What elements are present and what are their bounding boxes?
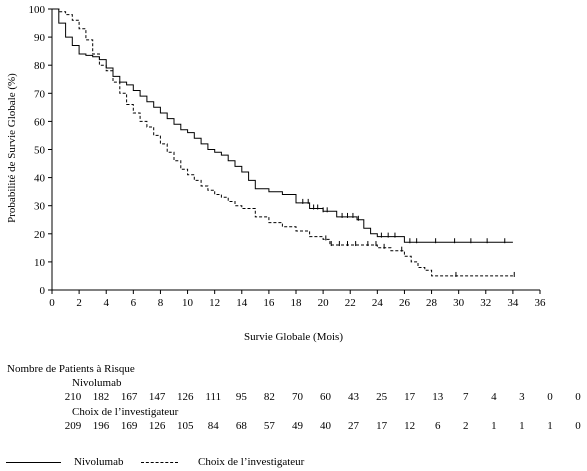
risk-value: 209	[64, 420, 82, 432]
risk-value: 182	[92, 391, 110, 403]
y-tick-label: 60	[34, 116, 46, 128]
x-tick-label: 16	[263, 297, 275, 309]
risk-value: 95	[235, 391, 247, 403]
risk-value: 105	[176, 420, 194, 432]
risk-value: 111	[205, 391, 222, 403]
risk-value: 196	[92, 420, 110, 432]
risk-value: 68	[235, 420, 247, 432]
y-tick-label: 40	[34, 173, 46, 185]
risk-value: 0	[547, 391, 553, 403]
series-line-investigator	[52, 8, 513, 277]
risk-value: 60	[320, 391, 331, 403]
risk-table-title: Nombre de Patients à Risque	[7, 363, 135, 375]
y-tick-label: 100	[29, 4, 46, 16]
y-tick-label: 50	[34, 145, 46, 157]
risk-value: 12	[404, 420, 416, 432]
risk-value: 84	[207, 420, 219, 432]
risk-value: 6	[434, 420, 441, 432]
risk-value: 49	[291, 420, 303, 432]
risk-group-label-nivolumab: Nivolumab	[72, 377, 122, 389]
risk-value: 0	[575, 420, 581, 432]
x-tick-label: 26	[399, 297, 411, 309]
risk-value: 7	[463, 391, 469, 403]
y-tick-label: 70	[34, 88, 46, 100]
risk-value: 169	[120, 420, 138, 432]
risk-value: 82	[263, 391, 275, 403]
x-tick-label: 18	[291, 297, 303, 309]
risk-value: 17	[376, 420, 388, 432]
risk-value: 126	[176, 391, 194, 403]
risk-value: 25	[376, 391, 388, 403]
risk-value: 210	[64, 391, 82, 403]
y-tick-label: 10	[34, 257, 46, 269]
risk-value: 0	[575, 391, 581, 403]
x-tick-label: 28	[426, 297, 438, 309]
y-tick-label: 0	[40, 285, 46, 297]
risk-value: 4	[491, 391, 497, 403]
series-line-nivolumab	[52, 8, 513, 243]
risk-value: 1	[547, 420, 553, 432]
y-tick-label: 90	[34, 32, 46, 44]
legend-swatch-nivolumab	[6, 462, 61, 463]
x-tick-label: 10	[182, 297, 194, 309]
x-tick-label: 8	[158, 297, 164, 309]
y-tick-label: 30	[34, 201, 46, 213]
risk-row-investigator: 209 196 169 126 105 84 68 57 49 40 27 17 12 6 2 1 1 1 0	[0, 420, 587, 433]
x-tick-label: 4	[103, 297, 109, 309]
x-tick-label: 12	[209, 297, 220, 309]
x-tick-label: 36	[535, 297, 547, 309]
risk-value: 13	[432, 391, 444, 403]
x-tick-label: 14	[236, 297, 248, 309]
risk-row-nivolumab: 210 182 167 147 126 111 95 82 70 60 43 25 17 13 7 4 3 0 0	[0, 391, 587, 404]
legend-label-nivolumab: Nivolumab	[74, 456, 124, 468]
x-tick-label: 22	[345, 297, 356, 309]
legend-label-investigator: Choix de l’investigateur	[198, 456, 305, 468]
x-tick-label: 30	[453, 297, 465, 309]
x-tick-label: 32	[480, 297, 491, 309]
y-tick-label: 20	[34, 229, 46, 241]
risk-value: 43	[348, 391, 360, 403]
x-tick-label: 20	[318, 297, 330, 309]
x-tick-label: 24	[372, 297, 384, 309]
y-tick-label: 80	[34, 60, 46, 72]
risk-value: 167	[120, 391, 138, 403]
risk-value: 17	[404, 391, 416, 403]
risk-value: 2	[463, 420, 469, 432]
x-tick-label: 0	[49, 297, 55, 309]
risk-value: 126	[148, 420, 166, 432]
x-tick-label: 6	[131, 297, 137, 309]
risk-group-label-investigator: Choix de l’investigateur	[72, 406, 179, 418]
legend-swatch-investigator	[141, 462, 178, 463]
risk-value: 70	[291, 391, 303, 403]
x-axis-label: Survie Globale (Mois)	[244, 331, 343, 343]
risk-value: 57	[263, 420, 275, 432]
x-tick-label: 34	[507, 297, 519, 309]
risk-value: 1	[519, 420, 525, 432]
x-tick-label: 2	[76, 297, 82, 309]
risk-value: 3	[519, 391, 525, 403]
risk-value: 40	[320, 420, 331, 432]
y-axis-label: Probabilité de Survie Globale (%)	[6, 73, 18, 223]
risk-value: 1	[491, 420, 497, 432]
risk-value: 147	[148, 391, 166, 403]
risk-value: 27	[348, 420, 360, 432]
